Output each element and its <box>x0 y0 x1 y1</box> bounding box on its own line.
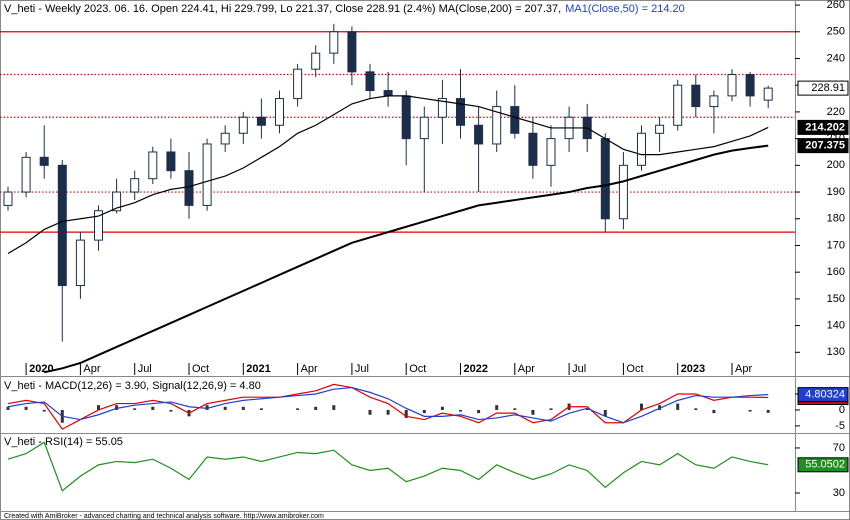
candle-body <box>727 74 737 97</box>
candle-body <box>166 151 176 172</box>
candle-body <box>347 31 357 73</box>
y-tick-label: 0 <box>839 404 845 416</box>
candle-body <box>311 52 321 70</box>
series-line <box>43 144 769 374</box>
candle-body <box>456 98 465 126</box>
series-line <box>7 386 769 424</box>
candle-body <box>75 239 85 287</box>
x-tick-label: Apr <box>518 363 535 375</box>
candle-body <box>655 124 665 134</box>
footer: Created with AmiBroker - advanced charti… <box>4 513 324 520</box>
candle-body <box>492 106 502 145</box>
x-tick-label: Apr <box>301 363 318 375</box>
candle-body <box>94 210 103 241</box>
candle-body <box>474 124 484 145</box>
candle-body <box>709 95 719 108</box>
rsi-title: V_heti - RSI(14) = 55.05 <box>4 436 123 448</box>
y-tick-label: 130 <box>827 346 845 358</box>
y-tick-label: 70 <box>833 442 845 454</box>
candle-body <box>745 74 755 97</box>
x-tick-label: Apr <box>83 363 100 375</box>
x-tick-label: 2023 <box>681 363 705 375</box>
candle-body <box>202 143 212 206</box>
x-tick-label: Jul <box>138 363 152 375</box>
last-value-box <box>797 387 849 403</box>
y-tick-label: 240 <box>827 52 845 64</box>
last-value-label: 207.375 <box>805 140 845 152</box>
last-value-label: 4.80324 <box>805 389 845 401</box>
candle-body <box>510 106 520 134</box>
candle-body <box>600 138 610 220</box>
y-tick-label: 150 <box>827 293 845 305</box>
last-value-box <box>797 80 849 96</box>
candle-body <box>57 164 67 287</box>
x-tick-label: 2022 <box>464 363 488 375</box>
x-tick-label: Jul <box>355 363 369 375</box>
candle-body <box>275 98 284 126</box>
candle-body <box>763 87 773 101</box>
candle-body <box>546 138 556 166</box>
x-tick-label: Apr <box>735 363 752 375</box>
last-value-box <box>797 138 849 154</box>
last-value-label: 214.202 <box>805 121 845 133</box>
candle-body <box>618 164 628 220</box>
candle-body <box>437 98 447 118</box>
candle-body <box>21 156 31 193</box>
y-tick-label: 250 <box>827 26 845 38</box>
candle-body <box>691 84 701 108</box>
y-tick-label: 190 <box>827 186 845 198</box>
candle-body <box>383 90 393 97</box>
y-tick-label: 160 <box>827 266 845 278</box>
x-tick-label: 2020 <box>29 363 53 375</box>
candle-body <box>293 68 303 100</box>
candle-body <box>112 191 122 212</box>
candle-body <box>220 132 230 145</box>
candle-body <box>256 116 266 126</box>
series-line <box>7 95 769 254</box>
chart-title: V_heti - Weekly 2023. 06. 16. Open 224.4… <box>4 3 561 15</box>
candle-body <box>401 95 411 140</box>
last-value-box <box>797 457 849 473</box>
last-value-label: 228.91 <box>811 82 845 94</box>
candle-body <box>3 191 13 206</box>
candle-body <box>39 156 49 166</box>
x-tick-label: Jul <box>572 363 586 375</box>
candle-body <box>419 116 429 140</box>
y-tick-label: 180 <box>827 213 845 225</box>
legend-entry: MA1(Close,50) = 214.20 <box>565 3 685 15</box>
series-line <box>7 441 769 492</box>
y-tick-label: 260 <box>827 0 845 11</box>
y-tick-label: 200 <box>827 159 845 171</box>
candle-body <box>238 116 248 134</box>
candle-body <box>365 71 375 92</box>
candle-body <box>130 178 140 193</box>
candle-body <box>673 84 683 126</box>
last-value-box <box>797 119 849 135</box>
x-tick-label: 2021 <box>246 363 270 375</box>
y-tick-label: -5 <box>835 420 845 432</box>
y-tick-label: 30 <box>833 487 845 499</box>
series-line <box>7 383 769 430</box>
candle-body <box>329 31 339 54</box>
last-value-label: 55.0502 <box>805 459 845 471</box>
candle-body <box>148 151 158 180</box>
x-tick-label: Oct <box>192 363 209 375</box>
x-tick-label: Oct <box>409 363 426 375</box>
candle-body <box>184 170 194 206</box>
y-tick-label: 140 <box>827 319 845 331</box>
y-tick-label: 220 <box>827 106 845 118</box>
x-tick-label: Oct <box>626 363 643 375</box>
macd-title: V_heti - MACD(12,26) = 3.90, Signal(12,2… <box>4 380 261 392</box>
candle-body <box>528 132 538 166</box>
y-tick-label: 170 <box>827 239 845 251</box>
candle-body <box>637 132 646 166</box>
